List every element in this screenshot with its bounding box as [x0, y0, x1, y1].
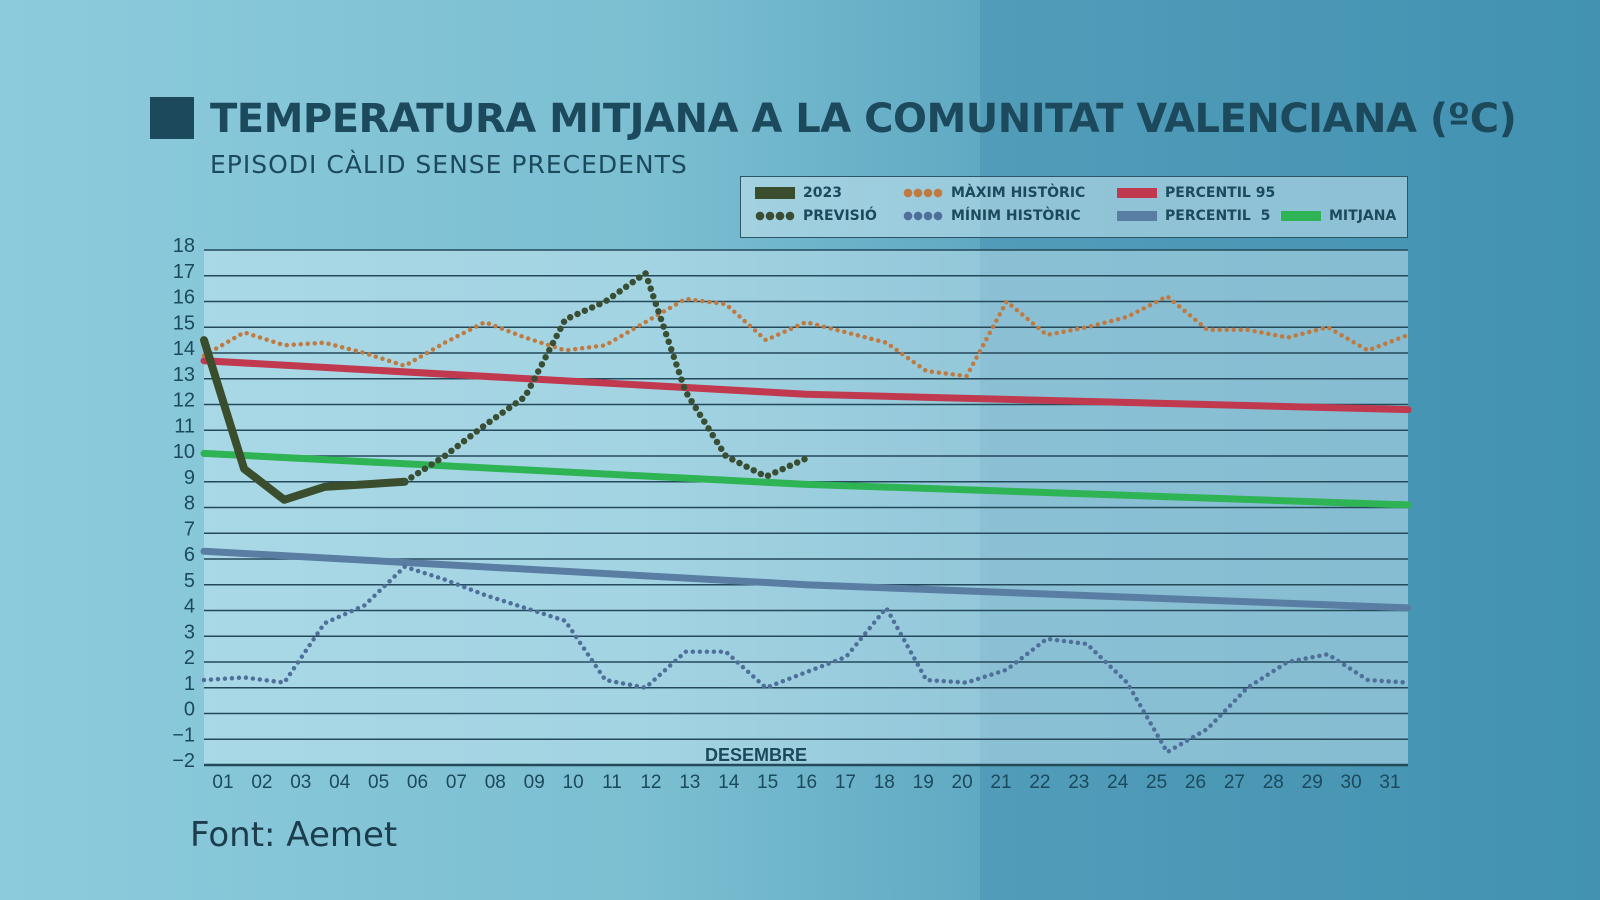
x-tick-label: 21	[990, 772, 1011, 793]
x-tick-label: 11	[602, 772, 622, 793]
y-tick-label: 11	[174, 415, 195, 437]
legend-label: PERCENTIL 95	[1165, 185, 1276, 201]
legend-swatch	[1117, 211, 1157, 221]
legend-label: PREVISIÓ	[803, 208, 877, 224]
legend-label: PERCENTIL 5	[1165, 208, 1271, 224]
legend-swatch	[1117, 188, 1157, 198]
series-line-2023	[200, 336, 409, 504]
x-tick-label: 18	[874, 772, 895, 793]
x-tick-label: 15	[757, 772, 778, 793]
x-tick-label: 07	[446, 772, 467, 793]
x-tick-label: 20	[952, 772, 973, 793]
series-line-m-nim-hist-ric	[201, 564, 1411, 755]
y-tick-label: −1	[172, 724, 195, 746]
series-line-m-xim-hist-ric	[201, 294, 1411, 379]
x-tick-label: 04	[329, 772, 351, 793]
x-tick-label: 31	[1379, 772, 1400, 793]
legend-swatch	[1281, 211, 1321, 221]
x-tick-label: 12	[640, 772, 661, 793]
y-tick-label: 8	[184, 493, 195, 515]
x-axis-label: DESEMBRE	[705, 745, 807, 765]
series-line-percentil-5	[200, 547, 1412, 612]
y-tick-label: 7	[184, 518, 195, 540]
y-tick-label: 1	[184, 673, 195, 695]
y-tick-label: 0	[184, 699, 195, 721]
y-tick-label: 10	[173, 441, 195, 463]
x-tick-label: 01	[212, 772, 233, 793]
y-tick-label: 14	[173, 338, 195, 360]
y-tick-label: 6	[184, 544, 195, 566]
x-tick-label: 22	[1029, 772, 1050, 793]
y-tick-label: 16	[173, 287, 195, 309]
y-tick-label: 4	[184, 596, 195, 618]
legend-label: 2023	[803, 185, 842, 201]
x-tick-label: 05	[368, 772, 389, 793]
x-tick-label: 03	[290, 772, 311, 793]
x-tick-label: 14	[718, 772, 740, 793]
series-line-previsi-	[401, 269, 810, 485]
x-tick-label: 19	[913, 772, 934, 793]
y-tick-label: 13	[173, 364, 195, 386]
x-tick-label: 28	[1263, 772, 1284, 793]
y-tick-label: 9	[184, 467, 195, 489]
title-square-icon	[150, 97, 194, 139]
x-tick-label: 24	[1107, 772, 1129, 793]
series-line-percentil-95	[200, 357, 1412, 414]
y-tick-label: 12	[173, 390, 195, 412]
x-tick-label: 26	[1185, 772, 1206, 793]
legend-label: MÀXIM HISTÒRIC	[951, 185, 1086, 201]
legend-item-maxim: MÀXIM HISTÒRIC	[903, 185, 1085, 201]
legend-swatch	[755, 211, 795, 221]
legend-swatch	[755, 187, 795, 199]
y-tick-label: 15	[173, 312, 195, 334]
x-tick-label: 08	[485, 772, 506, 793]
x-tick-label: 13	[679, 772, 700, 793]
legend: 2023 PREVISIÓ MÀXIM HISTÒRIC MÍNIM HISTÒ…	[740, 176, 1408, 238]
y-tick-label: 18	[173, 235, 195, 257]
x-tick-label: 02	[251, 772, 272, 793]
source-label: Font: Aemet	[190, 815, 398, 855]
x-tick-label: 25	[1146, 772, 1167, 793]
series-line-mitjana	[200, 449, 1412, 509]
y-tick-label: 17	[173, 261, 195, 283]
y-tick-label: 5	[184, 570, 195, 592]
x-tick-label: 06	[407, 772, 428, 793]
x-tick-label: 29	[1302, 772, 1323, 793]
y-tick-label: −2	[172, 750, 195, 772]
legend-item-p95: PERCENTIL 95	[1117, 185, 1275, 201]
x-tick-label: 16	[796, 772, 817, 793]
legend-label: MÍNIM HISTÒRIC	[951, 208, 1081, 224]
legend-swatch	[903, 188, 943, 198]
legend-item-previsio: PREVISIÓ	[755, 208, 877, 224]
legend-swatch	[903, 211, 943, 221]
x-tick-label: 23	[1068, 772, 1089, 793]
legend-item-minim: MÍNIM HISTÒRIC	[903, 208, 1081, 224]
y-tick-label: 3	[184, 621, 195, 643]
legend-item-2023: 2023	[755, 185, 842, 201]
x-tick-label: 10	[563, 772, 584, 793]
legend-label: MITJANA	[1329, 208, 1397, 224]
background-panel	[980, 0, 1600, 900]
x-tick-label: 27	[1224, 772, 1245, 793]
y-tick-label: 2	[184, 647, 195, 669]
legend-item-mitjana: MITJANA	[1281, 208, 1396, 224]
chart-subtitle: EPISODI CÀLID SENSE PRECEDENTS	[210, 150, 688, 179]
x-tick-label: 09	[524, 772, 545, 793]
x-tick-label: 30	[1341, 772, 1362, 793]
x-tick-label: 17	[835, 772, 856, 793]
legend-item-p5: PERCENTIL 5	[1117, 208, 1270, 224]
chart-title: TEMPERATURA MITJANA A LA COMUNITAT VALEN…	[210, 96, 1517, 142]
